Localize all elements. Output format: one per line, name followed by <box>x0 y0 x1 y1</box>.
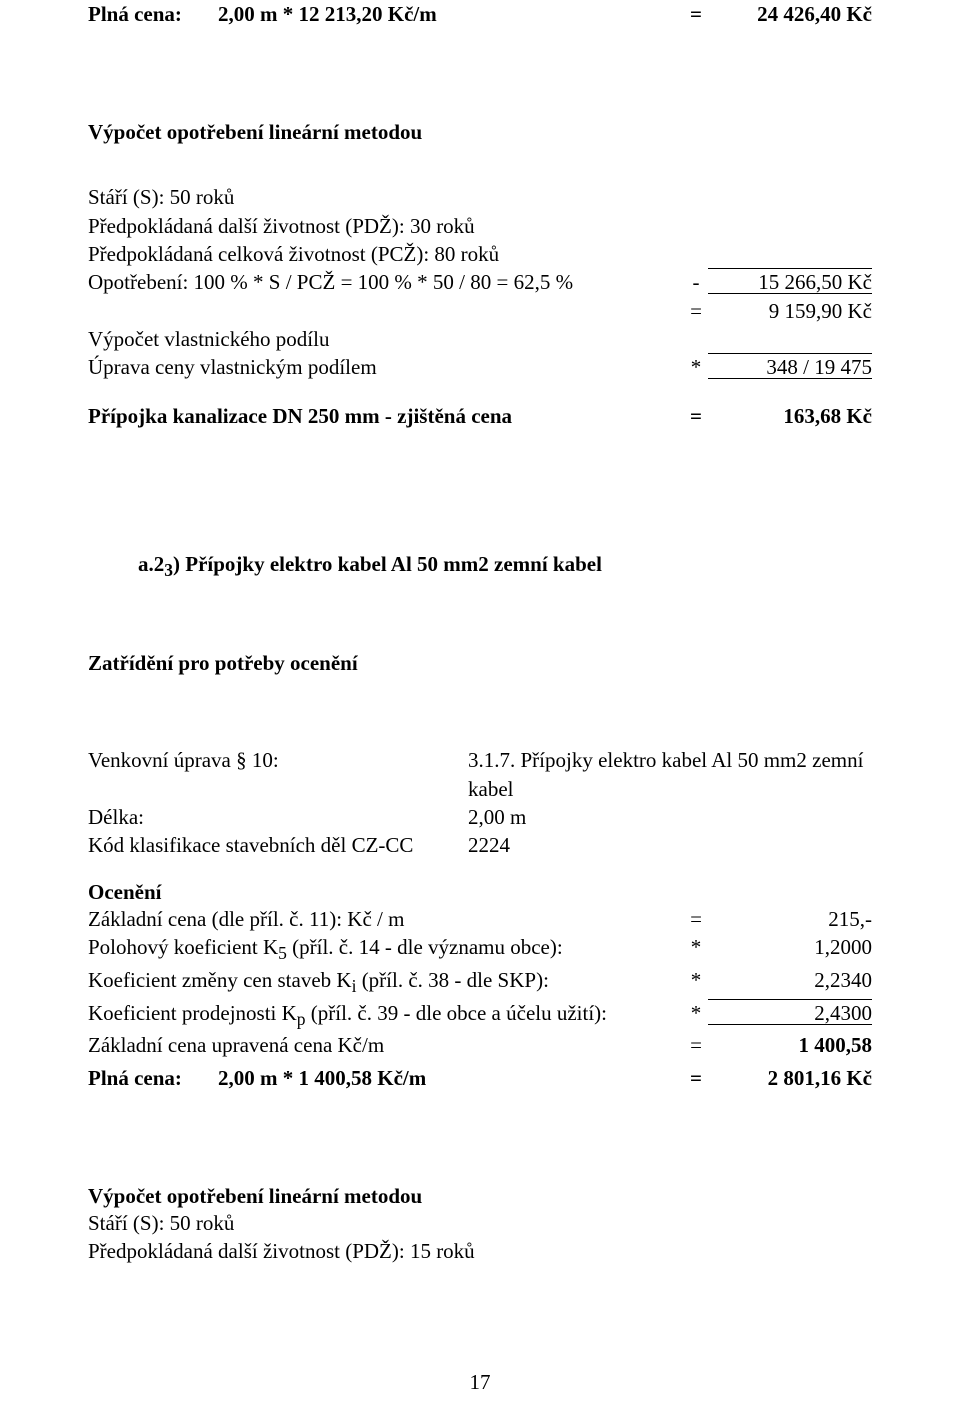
row-zcu: Základní cena upravená cena Kč/m = 1 400… <box>88 1031 872 1059</box>
plna-cena-eq-2: = <box>684 1064 708 1092</box>
zcu-label: Základní cena upravená cena Kč/m <box>88 1031 684 1059</box>
uprava-value: 348 / 19 475 <box>708 353 872 379</box>
kv-kod-val: 2224 <box>468 831 872 859</box>
zcu-sym: = <box>684 1031 708 1059</box>
row-k5: Polohový koeficient K5 (příl. č. 14 - dl… <box>88 933 872 966</box>
kp-value: 2,4300 <box>708 999 872 1025</box>
opotrebeni-sym-net: = <box>684 297 708 325</box>
zatrideni-title: Zatřídění pro potřeby ocenění <box>88 651 872 676</box>
kv-venkovni: Venkovní úprava § 10: 3.1.7. Přípojky el… <box>88 746 872 803</box>
kp-sym: * <box>684 999 708 1027</box>
opotrebeni-value-net: 9 159,90 Kč <box>708 297 872 325</box>
plna-cena-formula: 2,00 m * 12 213,20 Kč/m <box>218 0 684 28</box>
kv-delka-val: 2,00 m <box>468 803 872 831</box>
kv-venkovni-val: 3.1.7. Přípojky elektro kabel Al 50 mm2 … <box>468 746 872 803</box>
zc-label: Základní cena (dle příl. č. 11): Kč / m <box>88 905 684 933</box>
page-number: 17 <box>0 1370 960 1395</box>
row-kp: Koeficient prodejnosti Kp (příl. č. 39 -… <box>88 999 872 1032</box>
plna-cena-formula-2: 2,00 m * 1 400,58 Kč/m <box>218 1064 684 1092</box>
pdz-line: Předpokládaná další životnost (PDŽ): 30 … <box>88 212 872 240</box>
opotrebeni-value: 15 266,50 Kč <box>708 268 872 294</box>
ki-value: 2,2340 <box>708 966 872 994</box>
linear-method-title-2: Výpočet opotřebení lineární metodou <box>88 1184 872 1209</box>
plna-cena-row-1: Plná cena: 2,00 m * 12 213,20 Kč/m = 24 … <box>88 0 872 28</box>
age-line: Stáří (S): 50 roků <box>88 183 872 211</box>
plna-cena-value-2: 2 801,16 Kč <box>708 1064 872 1092</box>
zc-value: 215,- <box>708 905 872 933</box>
plna-cena-label-2: Plná cena: <box>88 1064 218 1092</box>
kv-kod-key: Kód klasifikace stavebních děl CZ-CC <box>88 831 468 859</box>
plna-cena-row-2: Plná cena: 2,00 m * 1 400,58 Kč/m = 2 80… <box>88 1064 872 1092</box>
row-zakladni-cena: Základní cena (dle příl. č. 11): Kč / m … <box>88 905 872 933</box>
linear-method-title: Výpočet opotřebení lineární metodou <box>88 120 872 145</box>
a23-title: a.23) Přípojky elektro kabel Al 50 mm2 z… <box>88 552 872 581</box>
row-ki: Koeficient změny cen staveb Ki (příl. č.… <box>88 966 872 999</box>
oceneni-title: Ocenění <box>88 880 872 905</box>
opotrebeni-row-net: = 9 159,90 Kč <box>88 297 872 325</box>
pdz-line-2: Předpokládaná další životnost (PDŽ): 15 … <box>88 1237 872 1265</box>
kp-label: Koeficient prodejnosti Kp (příl. č. 39 -… <box>88 999 684 1032</box>
opotrebeni-sym: - <box>684 268 708 296</box>
uprava-label: Úprava ceny vlastnickým podílem <box>88 353 684 381</box>
uprava-row: Úprava ceny vlastnickým podílem * 348 / … <box>88 353 872 381</box>
plna-cena-eq: = <box>684 0 708 28</box>
dn250-row: Přípojka kanalizace DN 250 mm - zjištěná… <box>88 402 872 430</box>
kv-kod: Kód klasifikace stavebních děl CZ-CC 222… <box>88 831 872 859</box>
pcz-line: Předpokládaná celková životnost (PCŽ): 8… <box>88 240 872 268</box>
k5-value: 1,2000 <box>708 933 872 961</box>
zc-sym: = <box>684 905 708 933</box>
dn250-value: 163,68 Kč <box>708 402 872 430</box>
opotrebeni-label: Opotřebení: 100 % * S / PCŽ = 100 % * 50… <box>88 268 684 296</box>
age-line-2: Stáří (S): 50 roků <box>88 1209 872 1237</box>
document-page: Plná cena: 2,00 m * 12 213,20 Kč/m = 24 … <box>0 0 960 1413</box>
vlastnicky-podil-title: Výpočet vlastnického podílu <box>88 325 872 353</box>
dn250-label: Přípojka kanalizace DN 250 mm - zjištěná… <box>88 402 684 430</box>
k5-sym: * <box>684 933 708 961</box>
uprava-sym: * <box>684 353 708 381</box>
plna-cena-value: 24 426,40 Kč <box>708 0 872 28</box>
k5-label: Polohový koeficient K5 (příl. č. 14 - dl… <box>88 933 684 966</box>
zcu-value: 1 400,58 <box>708 1031 872 1059</box>
plna-cena-label: Plná cena: <box>88 0 218 28</box>
dn250-sym: = <box>684 402 708 430</box>
ki-sym: * <box>684 966 708 994</box>
kv-delka: Délka: 2,00 m <box>88 803 872 831</box>
kv-delka-key: Délka: <box>88 803 468 831</box>
kv-venkovni-key: Venkovní úprava § 10: <box>88 746 468 803</box>
opotrebeni-row: Opotřebení: 100 % * S / PCŽ = 100 % * 50… <box>88 268 872 296</box>
ki-label: Koeficient změny cen staveb Ki (příl. č.… <box>88 966 684 999</box>
